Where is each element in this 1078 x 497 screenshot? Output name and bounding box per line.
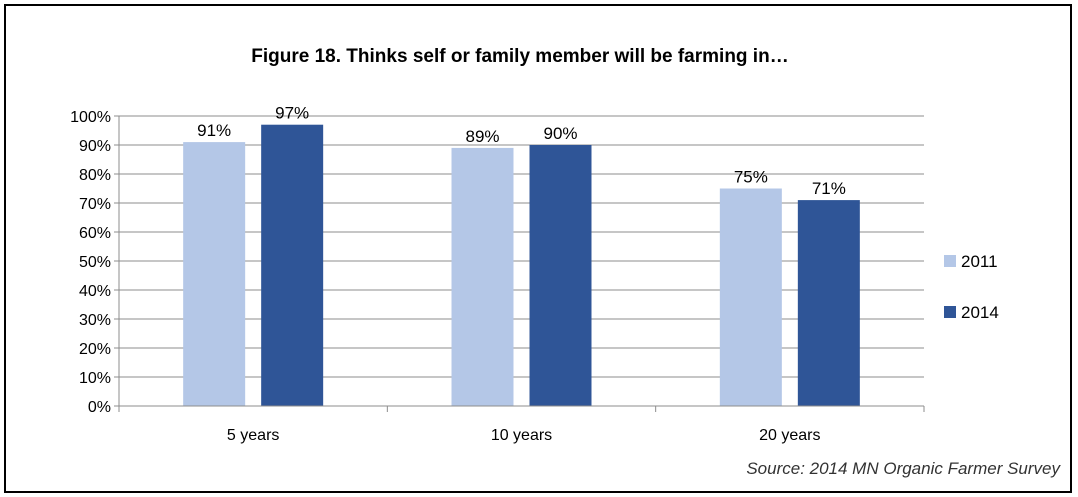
x-tick-label: 20 years (759, 427, 820, 444)
y-axis-ticks: 0% 10% 20% 30% 40% 50% 60% 70% 80% 90% 100% (70, 109, 120, 416)
y-tick-label: 30% (79, 312, 111, 329)
data-label: 91% (197, 121, 231, 140)
data-label: 71% (812, 179, 846, 198)
data-label: 75% (734, 168, 768, 187)
data-label: 97% (275, 104, 309, 123)
y-tick-label: 0% (88, 399, 111, 416)
chart-title: Figure 18. Thinks self or family member … (251, 46, 788, 67)
x-axis: 5 years 10 years 20 years (118, 405, 925, 444)
y-tick-label: 60% (79, 225, 111, 242)
x-tick-label: 5 years (227, 427, 279, 444)
bar-2011-0 (183, 142, 246, 406)
x-tick-label: 10 years (491, 427, 552, 444)
legend-swatch-2011 (944, 255, 956, 267)
y-tick-label: 20% (79, 341, 111, 358)
bars (183, 124, 860, 406)
bar-2014-0 (261, 124, 324, 406)
y-tick-label: 80% (79, 167, 111, 184)
bar-2011-1 (451, 147, 514, 406)
y-tick-label: 70% (79, 196, 111, 213)
bar-2014-1 (529, 145, 592, 406)
y-tick-label: 100% (70, 109, 111, 126)
data-label: 89% (465, 127, 499, 146)
bar-chart: Figure 18. Thinks self or family member … (70, 46, 1061, 478)
legend-label: 2011 (961, 252, 998, 271)
y-tick-label: 40% (79, 283, 111, 300)
data-labels: 91% 89% 75% 97% 90% 71% (197, 104, 846, 198)
y-tick-label: 10% (79, 370, 111, 387)
bar-2011-2 (719, 188, 782, 406)
legend-swatch-2014 (944, 306, 956, 318)
y-tick-label: 50% (79, 254, 111, 271)
chart-frame: Figure 18. Thinks self or family member … (4, 4, 1072, 493)
source-note: Source: 2014 MN Organic Farmer Survey (746, 459, 1061, 478)
legend-label: 2014 (961, 303, 999, 322)
gridlines (119, 115, 924, 378)
legend: 2011 2014 (944, 252, 999, 322)
data-label: 90% (543, 124, 577, 143)
y-tick-label: 90% (79, 138, 111, 155)
bar-2014-2 (797, 200, 860, 406)
